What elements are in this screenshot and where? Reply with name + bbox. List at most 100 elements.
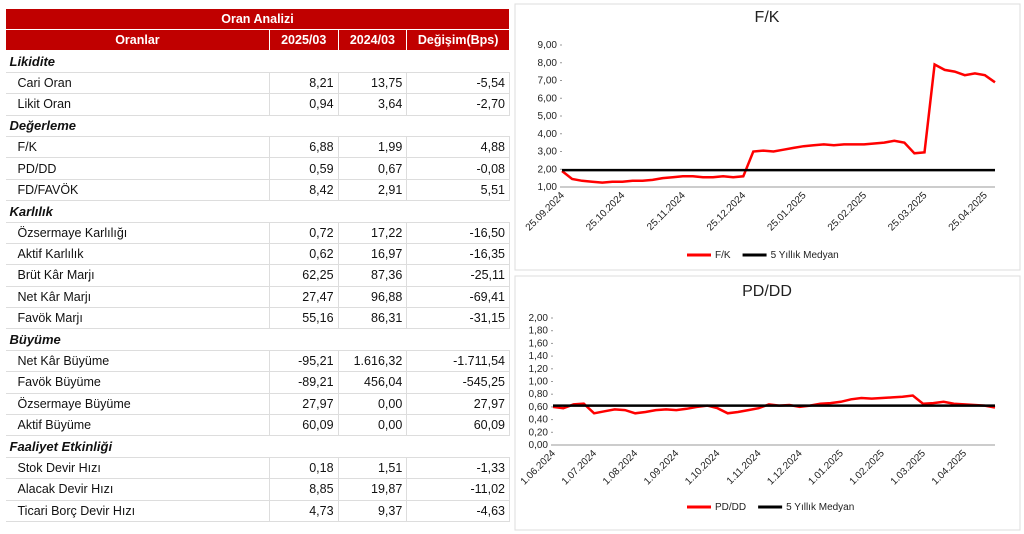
cell-value: -89,21 — [269, 371, 339, 394]
row-label: Cari Oran — [5, 72, 270, 95]
chart-frame — [514, 3, 1021, 271]
legend-label: 5 Yıllık Medyan — [786, 502, 854, 513]
row-label: Stok Devir Hızı — [5, 457, 270, 480]
y-tick-label: 8,00 — [538, 58, 558, 69]
cell-value: -16,35 — [406, 243, 510, 266]
cell-value: 19,87 — [338, 478, 408, 501]
y-tick-label: 0,20 — [529, 427, 549, 438]
section-row: Likidite — [5, 50, 510, 73]
y-tick-label: 5,00 — [538, 111, 558, 122]
cell-value: 0,59 — [269, 157, 339, 180]
x-tick-label: 1.09.2024 — [642, 448, 682, 488]
x-tick-label: 1.01.2025 — [807, 448, 847, 488]
cell-value: 456,04 — [338, 371, 408, 394]
chart-title: F/K — [755, 9, 780, 26]
cell-value: 3,64 — [338, 93, 408, 116]
cell-value: 27,97 — [406, 393, 510, 416]
cell-value: 0,94 — [269, 93, 339, 116]
cell-value: 96,88 — [338, 286, 408, 309]
cell-value: 1,51 — [338, 457, 408, 480]
row-label: Net Kâr Büyüme — [5, 350, 270, 373]
table-row: Favök Marjı 55,16 86,31 -31,15 — [5, 307, 510, 330]
cell-value: 0,62 — [269, 243, 339, 266]
y-tick-label: 4,00 — [538, 129, 558, 140]
section-row: Değerleme — [5, 115, 510, 137]
section-title: Değerleme — [5, 115, 510, 137]
table-row: Brüt Kâr Marjı 62,25 87,36 -25,11 — [5, 264, 510, 287]
cell-value: 6,88 — [269, 136, 339, 159]
cell-value: -1.711,54 — [406, 350, 510, 373]
y-tick-label: 0,80 — [529, 389, 549, 400]
cell-value: 2,91 — [338, 179, 408, 202]
y-tick-label: 0,40 — [529, 415, 549, 426]
x-tick-label: 1.03.2025 — [889, 448, 929, 488]
y-tick-label: 1,60 — [529, 338, 549, 349]
cell-value: 0,72 — [269, 222, 339, 244]
y-tick-label: 1,00 — [529, 377, 549, 388]
cell-value: -69,41 — [406, 286, 510, 309]
row-label: Aktif Karlılık — [5, 243, 270, 266]
column-header: Oranlar — [5, 28, 270, 52]
x-tick-label: 1.11.2024 — [725, 448, 764, 487]
y-tick-label: 6,00 — [538, 93, 558, 104]
ratio-table: Oran Analizi Oranlar 2025/03 2024/03 Değişi… — [5, 8, 510, 522]
cell-value: -16,50 — [406, 222, 510, 244]
y-tick-label: 0,60 — [529, 402, 549, 413]
x-tick-label: 1.04.2025 — [930, 448, 970, 488]
cell-value: -95,21 — [269, 350, 339, 373]
table-row: Aktif Karlılık 0,62 16,97 -16,35 — [5, 243, 510, 266]
table-row: Özsermaye Karlılığı 0,72 17,22 -16,50 — [5, 222, 510, 244]
cell-value: 17,22 — [338, 222, 408, 244]
row-label: FD/FAVÖK — [5, 179, 270, 202]
x-tick-label: 25.09.2024 — [524, 190, 567, 233]
cell-value: 1,99 — [338, 136, 408, 159]
table-row: Stok Devir Hızı 0,18 1,51 -1,33 — [5, 457, 510, 480]
header-row: Oranlar 2025/03 2024/03 Değişim(Bps) — [5, 28, 510, 52]
x-tick-label: 25.12.2024 — [705, 190, 748, 233]
x-tick-label: 25.02.2025 — [826, 190, 869, 233]
row-label: Net Kâr Marjı — [5, 286, 270, 309]
x-tick-label: 1.02.2025 — [848, 448, 888, 488]
table-title: Oran Analizi — [5, 8, 510, 30]
row-label: Alacak Devir Hızı — [5, 478, 270, 501]
table-row: Aktif Büyüme 60,09 0,00 60,09 — [5, 414, 510, 437]
column-header: 2025/03 — [268, 28, 339, 52]
y-tick-label: 1,20 — [529, 364, 549, 375]
row-label: F/K — [5, 136, 270, 159]
cell-value: -5,54 — [406, 72, 510, 95]
cell-value: 27,97 — [269, 393, 339, 416]
section-title: Büyüme — [5, 328, 510, 351]
row-label: Likit Oran — [5, 93, 270, 116]
cell-value: 27,47 — [269, 286, 339, 309]
table-row: Özsermaye Büyüme 27,97 0,00 27,97 — [5, 393, 510, 416]
table-row: FD/FAVÖK 8,42 2,91 5,51 — [5, 179, 510, 202]
cell-value: 0,18 — [269, 457, 339, 480]
y-tick-label: 7,00 — [538, 76, 558, 87]
row-label: Ticari Borç Devir Hızı — [5, 500, 270, 522]
cell-value: 13,75 — [338, 72, 408, 95]
cell-value: -2,70 — [406, 93, 510, 116]
table-row: F/K 6,88 1,99 4,88 — [5, 136, 510, 159]
cell-value: -11,02 — [406, 478, 510, 501]
section-row: Karlılık — [5, 200, 510, 223]
cell-value: 60,09 — [406, 414, 510, 437]
section-title: Faaliyet Etkinliği — [5, 435, 510, 458]
legend-label: F/K — [715, 250, 731, 261]
cell-value: 60,09 — [269, 414, 339, 437]
cell-value: -31,15 — [406, 307, 510, 330]
y-tick-label: 1,00 — [538, 182, 558, 193]
cell-value: 5,51 — [406, 179, 510, 202]
section-row: Faaliyet Etkinliği — [5, 435, 510, 458]
cell-value: 4,88 — [406, 136, 510, 159]
cell-value: 8,21 — [269, 72, 339, 95]
row-label: Favök Marjı — [5, 307, 270, 330]
table-row: PD/DD 0,59 0,67 -0,08 — [5, 157, 510, 180]
table-row: Net Kâr Büyüme -95,21 1.616,32 -1.711,54 — [5, 350, 510, 373]
cell-value: 86,31 — [338, 307, 408, 330]
cell-value: 1.616,32 — [338, 350, 408, 373]
cell-value: -0,08 — [406, 157, 510, 180]
table-row: Cari Oran 8,21 13,75 -5,54 — [5, 72, 510, 95]
row-label: Brüt Kâr Marjı — [5, 264, 270, 287]
